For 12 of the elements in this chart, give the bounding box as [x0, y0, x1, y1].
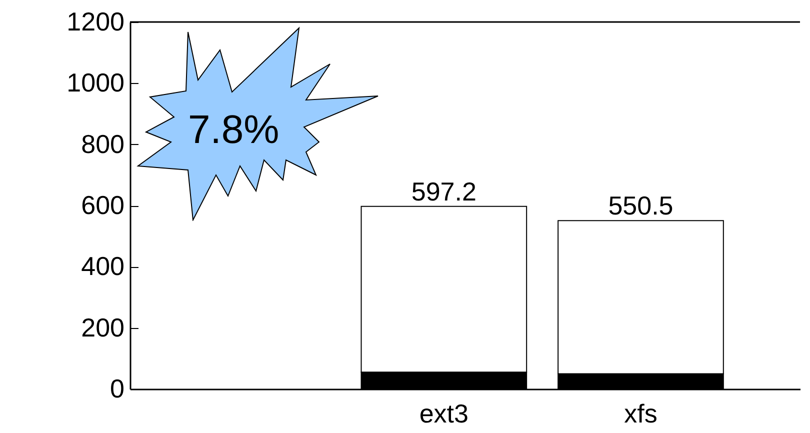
- total-label: 550.5: [608, 190, 674, 221]
- x-tick-label: ext3: [419, 398, 468, 428]
- y-tick-label: 200: [81, 312, 124, 342]
- y-tick-label: 0: [110, 374, 124, 404]
- y-tick-label: 400: [81, 251, 124, 282]
- y-tick-label: 1200: [66, 6, 124, 36]
- total-label: 597.2: [411, 176, 476, 206]
- y-tick-label: 1000: [66, 68, 124, 98]
- x-tick-label: xfs: [624, 398, 658, 428]
- y-tick-label: 800: [81, 128, 124, 159]
- y-tick-label: 600: [81, 190, 124, 220]
- annotation: 7.8%: [188, 108, 280, 153]
